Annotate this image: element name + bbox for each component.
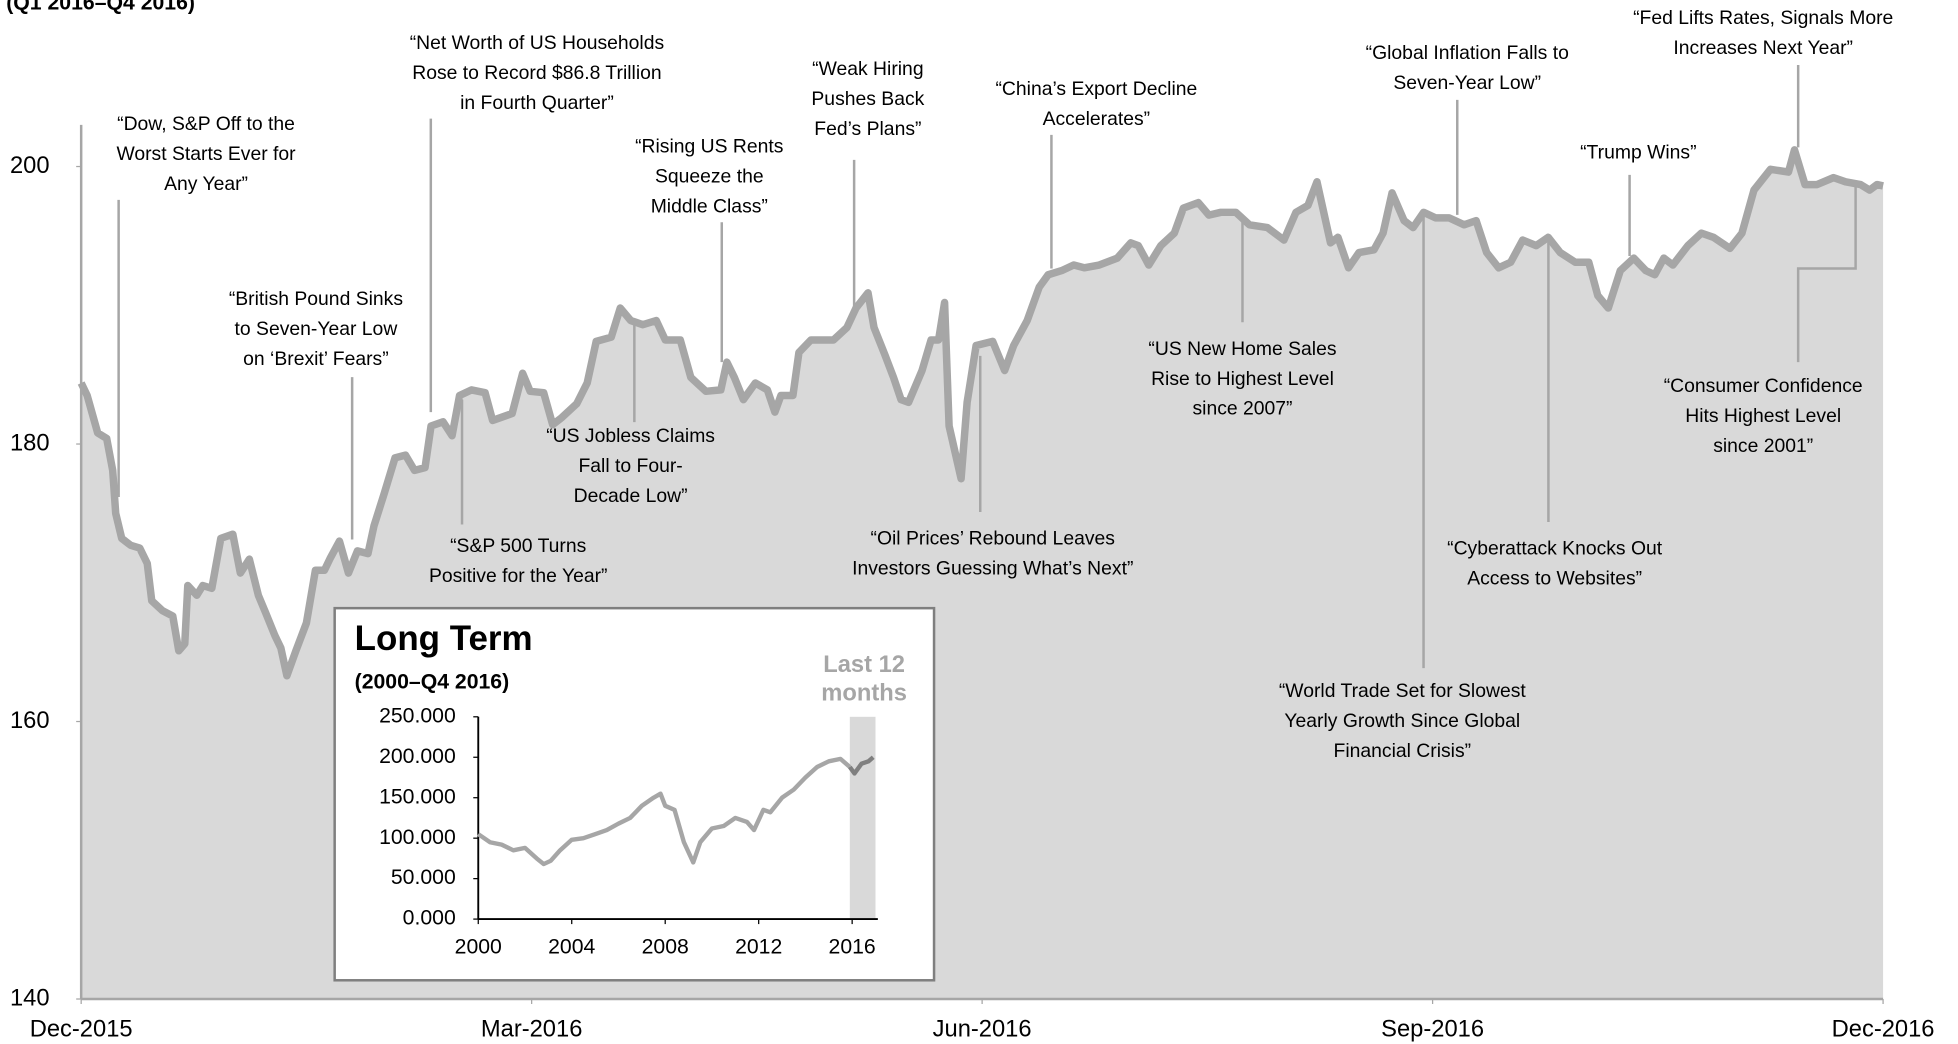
y-tick-label: 50.000: [391, 866, 456, 889]
annotation: “Cyberattack Knocks Out: [1447, 538, 1663, 560]
x-tick-label: 2008: [642, 935, 689, 958]
annotation: “British Pound Sinks: [229, 288, 403, 310]
annotation: “World Trade Set for Slowest: [1279, 680, 1527, 702]
annotation: Accelerates”: [1043, 108, 1151, 130]
annotation: “US New Home Sales: [1148, 338, 1336, 360]
highlight-label: Last 12: [823, 652, 905, 678]
annotation: “S&P 500 Turns: [450, 535, 586, 557]
x-tick-label: 2012: [735, 935, 782, 958]
annotation: since 2001”: [1713, 435, 1813, 457]
annotation: Increases Next Year”: [1673, 37, 1853, 59]
annotation: Fed’s Plans”: [814, 118, 921, 140]
y-tick-label: 180: [10, 430, 50, 456]
chart-subtitle: (Q1 2016–Q4 2016): [6, 0, 195, 14]
annotation: Squeeze the: [655, 165, 764, 187]
annotation: “Global Inflation Falls to: [1366, 42, 1569, 64]
line-highlight: [848, 755, 875, 776]
inset-subtitle: (2000–Q4 2016): [355, 671, 510, 694]
y-tick-label: 160: [10, 708, 50, 734]
annotation: “China’s Export Decline: [995, 78, 1197, 100]
annotation: Rose to Record $86.8 Trillion: [412, 62, 661, 84]
inset-title: Long Term: [355, 619, 533, 658]
x-tick-label: Dec-2015: [30, 1016, 133, 1042]
annotation: Worst Starts Ever for: [116, 143, 296, 165]
y-tick-label: 100.000: [379, 826, 456, 849]
annotation: “US Jobless Claims: [546, 425, 715, 447]
y-tick-label: 150.000: [379, 785, 456, 808]
x-tick-label: Jun-2016: [933, 1016, 1032, 1042]
annotation: “Rising US Rents: [635, 135, 783, 157]
y-tick-label: 250.000: [379, 704, 456, 727]
annotation: Decade Low”: [574, 485, 688, 507]
annotation: Hits Highest Level: [1685, 405, 1841, 427]
annotation: “Trump Wins”: [1580, 142, 1696, 164]
x-tick-label: 2016: [829, 935, 876, 958]
x-tick-label: 2000: [455, 935, 502, 958]
annotation: “Dow, S&P Off to the: [117, 113, 295, 135]
annotation: on ‘Brexit’ Fears”: [243, 348, 388, 370]
annotation: to Seven-Year Low: [235, 318, 399, 340]
annotation: “Net Worth of US Households: [410, 32, 664, 54]
line: [77, 146, 1884, 680]
annotation: Financial Crisis”: [1334, 740, 1472, 762]
annotation: in Fourth Quarter”: [460, 92, 614, 114]
annotation: Positive for the Year”: [429, 565, 607, 587]
annotation: since 2007”: [1192, 398, 1292, 420]
annotation: Access to Websites”: [1467, 568, 1642, 590]
annotation: Pushes Back: [811, 88, 924, 110]
annotation: Middle Class”: [651, 195, 768, 217]
highlight-band: [849, 716, 876, 920]
annotation: “Consumer Confidence: [1664, 375, 1863, 397]
x-tick-label: Dec-2016: [1832, 1016, 1935, 1042]
annotation: “Weak Hiring: [812, 58, 923, 80]
inset: Long Term (2000–Q4 2016) Last 12 months …: [333, 606, 936, 982]
y-tick-label: 140: [10, 985, 50, 1011]
y-tick-label: 0.000: [403, 907, 456, 930]
annotation: Investors Guessing What’s Next”: [852, 558, 1133, 580]
line: [477, 756, 852, 867]
annotation: Rise to Highest Level: [1151, 368, 1334, 390]
x-tick-label: Mar-2016: [481, 1016, 583, 1042]
annotation: Yearly Growth Since Global: [1284, 710, 1520, 732]
annotation-leader: [1796, 184, 1857, 363]
y-tick-label: 200.000: [379, 745, 456, 768]
x-tick-label: 2004: [548, 935, 595, 958]
y-tick-label: 200: [10, 153, 50, 179]
main-plot: 140 160 180 200 Dec-2015 Mar-2016 Jun-2016 Sep-…: [10, 7, 1935, 1043]
annotation: Seven-Year Low”: [1393, 72, 1541, 94]
annotation: Any Year”: [164, 173, 248, 195]
highlight-label: months: [821, 681, 907, 707]
x-tick-label: Sep-2016: [1381, 1016, 1484, 1042]
annotation: “Oil Prices’ Rebound Leaves: [871, 528, 1115, 550]
annotation: “Fed Lifts Rates, Signals More: [1633, 7, 1893, 29]
annotation: Fall to Four-: [578, 455, 682, 477]
